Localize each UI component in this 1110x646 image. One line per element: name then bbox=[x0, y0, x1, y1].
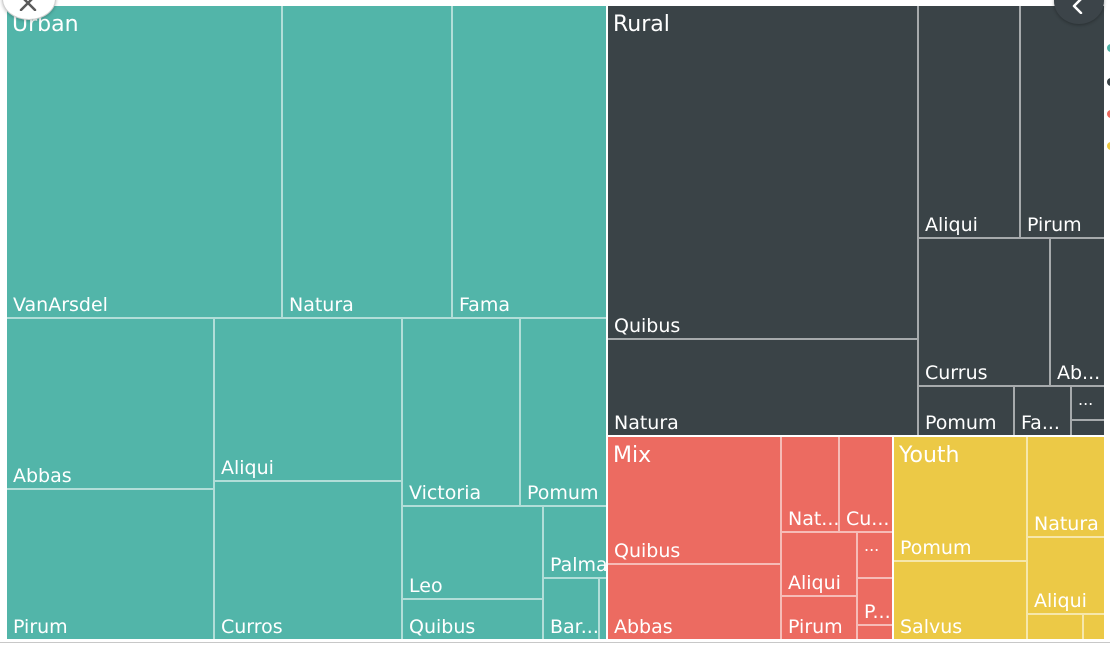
tile-label: P... bbox=[864, 601, 891, 623]
tile-label: Palma bbox=[550, 554, 607, 576]
tile-label: Fa... bbox=[1021, 412, 1060, 434]
close-button[interactable] bbox=[2, 0, 56, 20]
tile-label: Quibus bbox=[614, 315, 681, 337]
treemap-tile-rural-natura[interactable]: Natura bbox=[607, 339, 918, 436]
treemap-tile-rural-small-9[interactable] bbox=[1071, 420, 1105, 436]
treemap-tile-urban-curros[interactable]: Curros bbox=[214, 481, 402, 640]
treemap-tile-mix-small-8[interactable] bbox=[857, 625, 893, 640]
tile-label: Pomum bbox=[527, 482, 599, 504]
treemap-tile-mix-unlabeled[interactable]: ... bbox=[857, 532, 893, 578]
treemap-tile-mix-p[interactable]: P... bbox=[857, 578, 893, 625]
treemap-tile-youth-natura[interactable]: Natura bbox=[1027, 436, 1105, 537]
tile-label: Pomum bbox=[925, 412, 997, 434]
tile-label: ... bbox=[1078, 390, 1094, 409]
tile-label: Pomum bbox=[900, 537, 972, 559]
tile-label: Cu... bbox=[846, 508, 890, 530]
treemap-tile-rural-pomum[interactable]: Pomum bbox=[918, 386, 1014, 436]
tile-label: Ab... bbox=[1057, 362, 1101, 384]
tile-label: Salvus bbox=[900, 616, 963, 638]
treemap-tile-mix-nat[interactable]: Nat... bbox=[781, 436, 839, 532]
treemap-tile-urban-bar[interactable]: Bar... bbox=[543, 578, 599, 640]
tile-label: Currus bbox=[925, 362, 988, 384]
treemap-tile-youth-pomum[interactable]: Pomum bbox=[893, 436, 1027, 561]
tile-label: ... bbox=[864, 536, 880, 555]
treemap-tile-urban-small-13[interactable] bbox=[599, 578, 607, 640]
treemap-tile-urban-vanarsdel[interactable]: VanArsdel bbox=[6, 5, 282, 318]
treemap-tile-rural-currus[interactable]: Currus bbox=[918, 238, 1050, 386]
tile-label: Victoria bbox=[409, 482, 482, 504]
tile-label: Pirum bbox=[13, 616, 68, 638]
treemap-tile-urban-pirum[interactable]: Pirum bbox=[6, 489, 214, 640]
treemap-tile-mix-pirum[interactable]: Pirum bbox=[781, 596, 857, 640]
legend-dot bbox=[1107, 110, 1110, 118]
treemap-tile-urban-fama[interactable]: Fama bbox=[452, 5, 607, 318]
treemap-tile-rural-pirum[interactable]: Pirum bbox=[1020, 5, 1105, 238]
tile-label: VanArsdel bbox=[13, 294, 108, 316]
tile-label: Quibus bbox=[409, 616, 476, 638]
treemap-tile-urban-aliqui[interactable]: Aliqui bbox=[214, 318, 402, 481]
tile-label: Aliqui bbox=[788, 572, 841, 594]
tile-label: Aliqui bbox=[925, 214, 978, 236]
legend-dot bbox=[1107, 78, 1110, 86]
treemap-tile-youth-small-4[interactable] bbox=[1027, 614, 1083, 640]
tile-label: Pirum bbox=[1027, 214, 1082, 236]
treemap-tile-urban-palma[interactable]: Palma bbox=[543, 506, 607, 578]
treemap-tile-urban-natura[interactable]: Natura bbox=[282, 5, 452, 318]
tile-label: Aliqui bbox=[1034, 590, 1087, 612]
treemap-tile-rural-aliqui[interactable]: Aliqui bbox=[918, 5, 1020, 238]
tile-label: Aliqui bbox=[221, 457, 274, 479]
tile-label: Fama bbox=[459, 294, 510, 316]
treemap-tile-urban-pomum[interactable]: Pomum bbox=[520, 318, 607, 506]
treemap-tile-youth-small-5[interactable] bbox=[1083, 614, 1105, 640]
tile-label: Curros bbox=[221, 616, 283, 638]
legend-dot bbox=[1107, 44, 1110, 52]
tile-label: Leo bbox=[409, 575, 443, 597]
treemap-tile-mix-aliqui[interactable]: Aliqui bbox=[781, 532, 857, 596]
treemap-tile-rural-quibus[interactable]: Quibus bbox=[607, 5, 918, 339]
treemap-tile-mix-quibus[interactable]: Quibus bbox=[607, 436, 781, 564]
tile-label: Natura bbox=[614, 412, 679, 434]
tile-label: Natura bbox=[289, 294, 354, 316]
tile-label: Abbas bbox=[13, 465, 72, 487]
tile-label: Natura bbox=[1034, 513, 1099, 535]
tile-label: Abbas bbox=[614, 616, 673, 638]
divider bbox=[0, 642, 1110, 643]
treemap-tile-urban-abbas[interactable]: Abbas bbox=[6, 318, 214, 489]
legend bbox=[1104, 0, 1110, 646]
treemap-tile-mix-cu[interactable]: Cu... bbox=[839, 436, 893, 532]
treemap-tile-mix-abbas[interactable]: Abbas bbox=[607, 564, 781, 640]
treemap-tile-rural-unlabeled[interactable]: ... bbox=[1071, 386, 1105, 420]
tile-label: Bar... bbox=[550, 616, 599, 638]
treemap-tile-urban-quibus[interactable]: Quibus bbox=[402, 599, 543, 640]
treemap-tile-rural-fa[interactable]: Fa... bbox=[1014, 386, 1071, 436]
treemap-tile-urban-leo[interactable]: Leo bbox=[402, 506, 543, 599]
tile-label: Nat... bbox=[788, 508, 839, 530]
treemap-tile-youth-aliqui[interactable]: Aliqui bbox=[1027, 537, 1105, 614]
treemap-tile-youth-salvus[interactable]: Salvus bbox=[893, 561, 1027, 640]
legend-dot bbox=[1107, 142, 1110, 150]
treemap-tile-rural-ab[interactable]: Ab... bbox=[1050, 238, 1105, 386]
tile-label: Pirum bbox=[788, 616, 843, 638]
treemap-tile-urban-victoria[interactable]: Victoria bbox=[402, 318, 520, 506]
tile-label: Quibus bbox=[614, 540, 681, 562]
